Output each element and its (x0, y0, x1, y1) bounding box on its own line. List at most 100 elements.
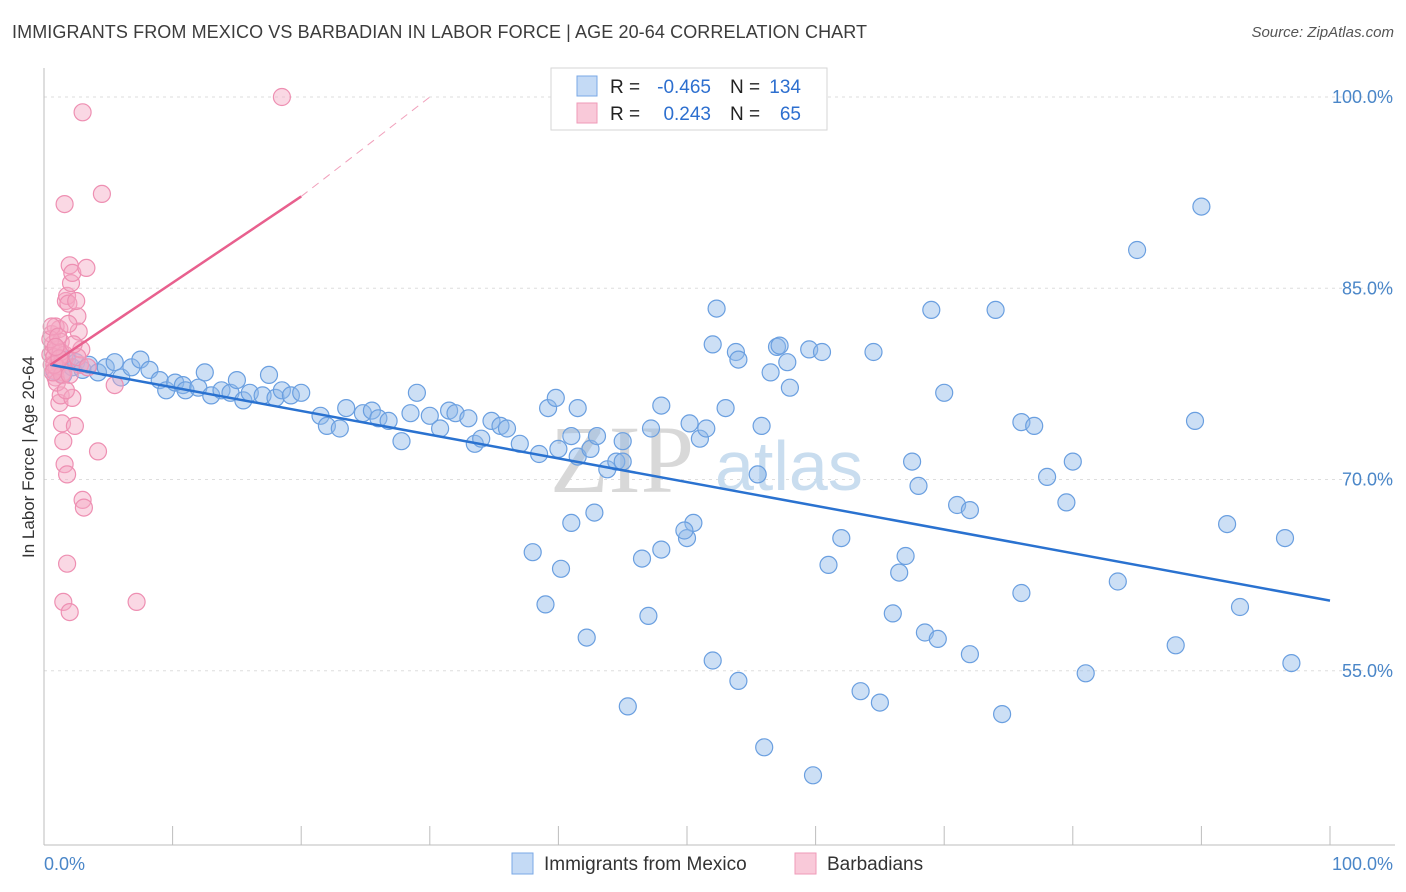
point-barbadians-29 (63, 388, 82, 407)
point-mexico-113 (1185, 411, 1205, 430)
stats-legend-r-label-mexico: R = (610, 77, 640, 98)
grid-lines (44, 96, 1395, 672)
point-barbadians-40 (88, 442, 108, 461)
point-mexico-94 (819, 555, 838, 575)
chart-title: IMMIGRANTS FROM MEXICO VS BARBADIAN IN L… (12, 22, 868, 42)
stats-legend: R = -0.465 N = 134 R = 0.243 N = 65 (550, 67, 828, 131)
stats-legend-n-label-mexico: N = (730, 77, 760, 98)
point-barbadians-45 (127, 592, 146, 612)
stats-legend-r-value-barbadians: 0.243 (663, 104, 711, 125)
y-tick-label-0: 100.0% (1332, 87, 1393, 107)
data-points (41, 87, 1301, 785)
chart-source: Source: ZipAtlas.com (1251, 24, 1394, 41)
point-mexico-123 (618, 697, 637, 716)
trend-line-barbadians-extension (300, 96, 431, 197)
point-mexico-25 (227, 371, 246, 390)
stats-legend-r-label-barbadians: R = (610, 104, 640, 125)
point-mexico-37 (337, 399, 356, 418)
point-mexico-85 (761, 363, 780, 382)
point-mexico-32 (281, 386, 300, 405)
point-mexico-130 (890, 563, 909, 582)
point-mexico-95 (832, 528, 851, 548)
point-barbadians-27 (57, 465, 77, 484)
point-barbadians-47 (55, 195, 74, 214)
point-mexico-114 (1192, 197, 1211, 216)
series-legend-label-barbadians: Barbadians (827, 854, 923, 875)
point-mexico-133 (960, 645, 980, 664)
point-barbadians-58 (59, 314, 78, 333)
point-barbadians-37 (77, 258, 96, 277)
point-barbadians-42 (54, 592, 73, 612)
point-mexico-57 (538, 399, 558, 418)
watermark-zip: ZIP (550, 406, 694, 513)
point-mexico-59 (562, 427, 581, 446)
point-mexico-89 (752, 416, 771, 435)
y-tick-label-1: 85.0% (1342, 278, 1393, 298)
point-mexico-62 (587, 427, 607, 446)
point-mexico-83 (729, 350, 748, 369)
series-legend: Immigrants from Mexico Barbadians (511, 852, 923, 875)
point-mexico-129 (870, 693, 890, 712)
y-tick-label-3: 55.0% (1342, 661, 1393, 681)
point-mexico-139 (652, 540, 671, 559)
point-barbadians-39 (92, 184, 112, 203)
point-mexico-91 (778, 353, 797, 372)
point-mexico-10 (105, 353, 124, 372)
point-barbadians-25 (54, 432, 73, 451)
point-mexico-52 (482, 411, 501, 430)
point-mexico-36 (330, 419, 349, 438)
point-mexico-138 (1275, 528, 1295, 548)
point-barbadians-43 (57, 554, 77, 573)
point-mexico-105 (986, 300, 1005, 319)
point-mexico-119 (536, 595, 555, 614)
point-mexico-69 (613, 432, 632, 451)
watermark-atlas: atlas (715, 427, 863, 505)
point-mexico-49 (459, 409, 478, 428)
point-mexico-136 (1076, 664, 1095, 683)
point-mexico-21 (195, 363, 214, 382)
point-mexico-42 (392, 432, 411, 451)
y-tick-label-2: 70.0% (1342, 470, 1393, 490)
point-mexico-45 (420, 406, 439, 425)
point-mexico-78 (675, 521, 694, 540)
point-mexico-77 (697, 419, 716, 438)
point-mexico-115 (1217, 514, 1237, 534)
trend-line-barbadians (49, 195, 302, 366)
point-barbadians-35 (73, 490, 92, 509)
point-barbadians-22 (63, 263, 82, 282)
point-barbadians-60 (56, 381, 76, 400)
x-tick-label-max: 100.0% (1332, 854, 1393, 874)
point-mexico-90 (770, 336, 789, 355)
point-mexico-127 (803, 766, 823, 785)
point-mexico-100 (909, 476, 928, 495)
series-legend-swatch-mexico (511, 852, 534, 875)
point-mexico-125 (729, 671, 748, 691)
series-legend-label-mexico: Immigrants from Mexico (544, 854, 747, 875)
point-barbadians-36 (74, 498, 94, 517)
point-mexico-120 (551, 559, 571, 578)
trend-lines (49, 96, 1331, 602)
trend-line-mexico (50, 363, 1331, 602)
point-mexico-108 (1037, 467, 1057, 486)
point-barbadians-44 (60, 602, 79, 622)
point-mexico-54 (497, 419, 517, 438)
point-mexico-97 (883, 604, 902, 623)
point-barbadians-48 (67, 291, 86, 311)
point-mexico-81 (707, 299, 726, 318)
point-mexico-116 (1230, 597, 1250, 617)
point-mexico-66 (546, 388, 565, 407)
point-barbadians-30 (65, 416, 85, 435)
point-mexico-126 (755, 738, 774, 757)
y-axis-title: In Labor Force | Age 20-64 (19, 356, 38, 558)
point-mexico-79 (680, 414, 699, 433)
point-barbadians-38 (73, 103, 92, 122)
point-mexico-31 (272, 381, 291, 400)
point-mexico-29 (259, 365, 279, 384)
point-mexico-137 (1108, 572, 1127, 591)
point-mexico-109 (1057, 493, 1076, 512)
point-mexico-84 (748, 465, 767, 484)
point-mexico-135 (1012, 583, 1031, 603)
stats-legend-n-label-barbadians: N = (730, 104, 760, 125)
point-mexico-43 (401, 404, 420, 423)
